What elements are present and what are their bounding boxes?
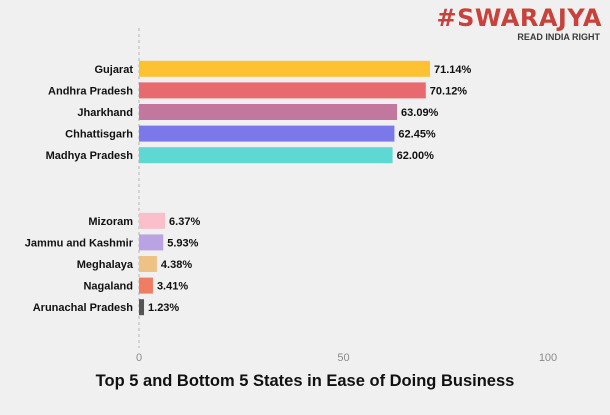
category-label: Andhra Pradesh: [48, 85, 133, 97]
data-label: 3.41%: [157, 281, 188, 293]
data-label: 1.23%: [148, 302, 179, 314]
bar-gujarat: [139, 60, 430, 77]
category-label: Nagaland: [83, 281, 133, 293]
category-label: Meghalaya: [77, 259, 134, 271]
brand-tagline: READ INDIA RIGHT: [517, 32, 600, 42]
bar-jharkhand: [139, 104, 398, 120]
category-label: Chhattisgarh: [65, 129, 133, 141]
brand-name: #SWARAJYA: [436, 4, 602, 32]
bar-mizoram: [139, 212, 166, 229]
data-label: 70.12%: [430, 85, 468, 97]
category-label: Jharkhand: [77, 107, 133, 119]
category-label: Madhya Pradesh: [46, 150, 134, 162]
bar-arunachal-pradesh: [139, 299, 145, 316]
bar-andhra-pradesh: [139, 82, 426, 99]
category-label: Mizoram: [88, 216, 133, 228]
x-tick-label: 100: [539, 352, 557, 364]
bar-madhya-pradesh: [139, 147, 393, 164]
category-label: Jammu and Kashmir: [25, 237, 134, 249]
chart-title: Top 5 and Bottom 5 States in Ease of Doi…: [95, 372, 515, 390]
bar-jammu-and-kashmir: [139, 234, 164, 251]
x-tick-label: 50: [337, 352, 349, 364]
bar-nagaland: [139, 277, 153, 294]
data-label: 62.00%: [397, 150, 435, 162]
data-label: 5.93%: [167, 237, 198, 249]
data-label: 71.14%: [434, 64, 472, 76]
data-label: 62.45%: [398, 129, 436, 141]
bar-meghalaya: [139, 256, 157, 272]
bar-chhattisgarh: [139, 125, 395, 142]
data-label: 4.38%: [161, 259, 192, 271]
category-label: Gujarat: [94, 64, 133, 76]
data-label: 6.37%: [169, 216, 200, 228]
data-label: 63.09%: [401, 107, 439, 119]
x-tick-label: 0: [136, 352, 142, 364]
brand-logo: #SWARAJYA READ INDIA RIGHT: [436, 4, 602, 42]
category-label: Arunachal Pradesh: [33, 302, 134, 314]
